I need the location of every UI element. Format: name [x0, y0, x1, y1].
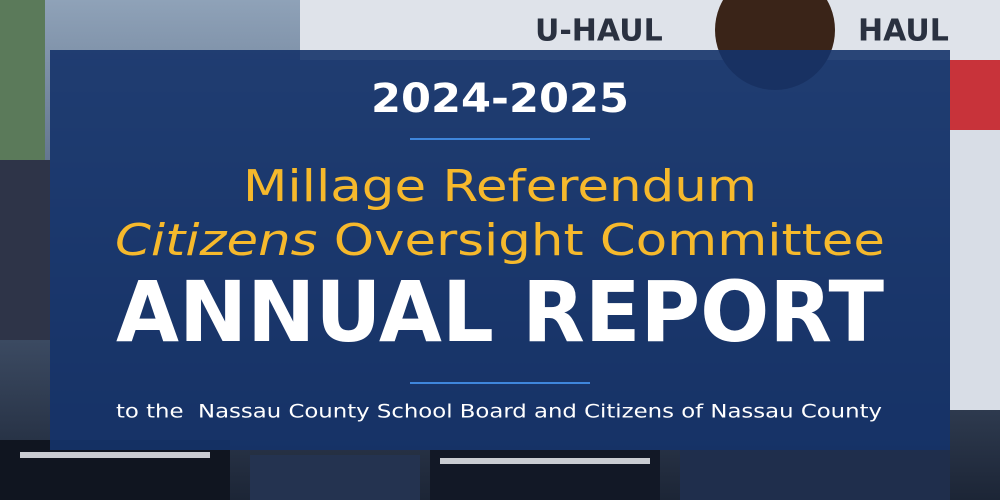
sign-text: HAUL — [858, 14, 949, 49]
title-line-1: Millage Referendum — [243, 161, 757, 212]
subtitle: to the Nassau County School Board and Ci… — [116, 401, 882, 423]
title-rest: Oversight Committee — [334, 215, 885, 266]
years: 2024-2025 — [371, 76, 629, 122]
heading: ANNUAL REPORT — [116, 263, 884, 361]
sign-text: U-HAUL — [535, 14, 663, 49]
title-line-2: Citizens Oversight Committee — [115, 215, 885, 266]
title-italic: Citizens — [115, 215, 317, 266]
